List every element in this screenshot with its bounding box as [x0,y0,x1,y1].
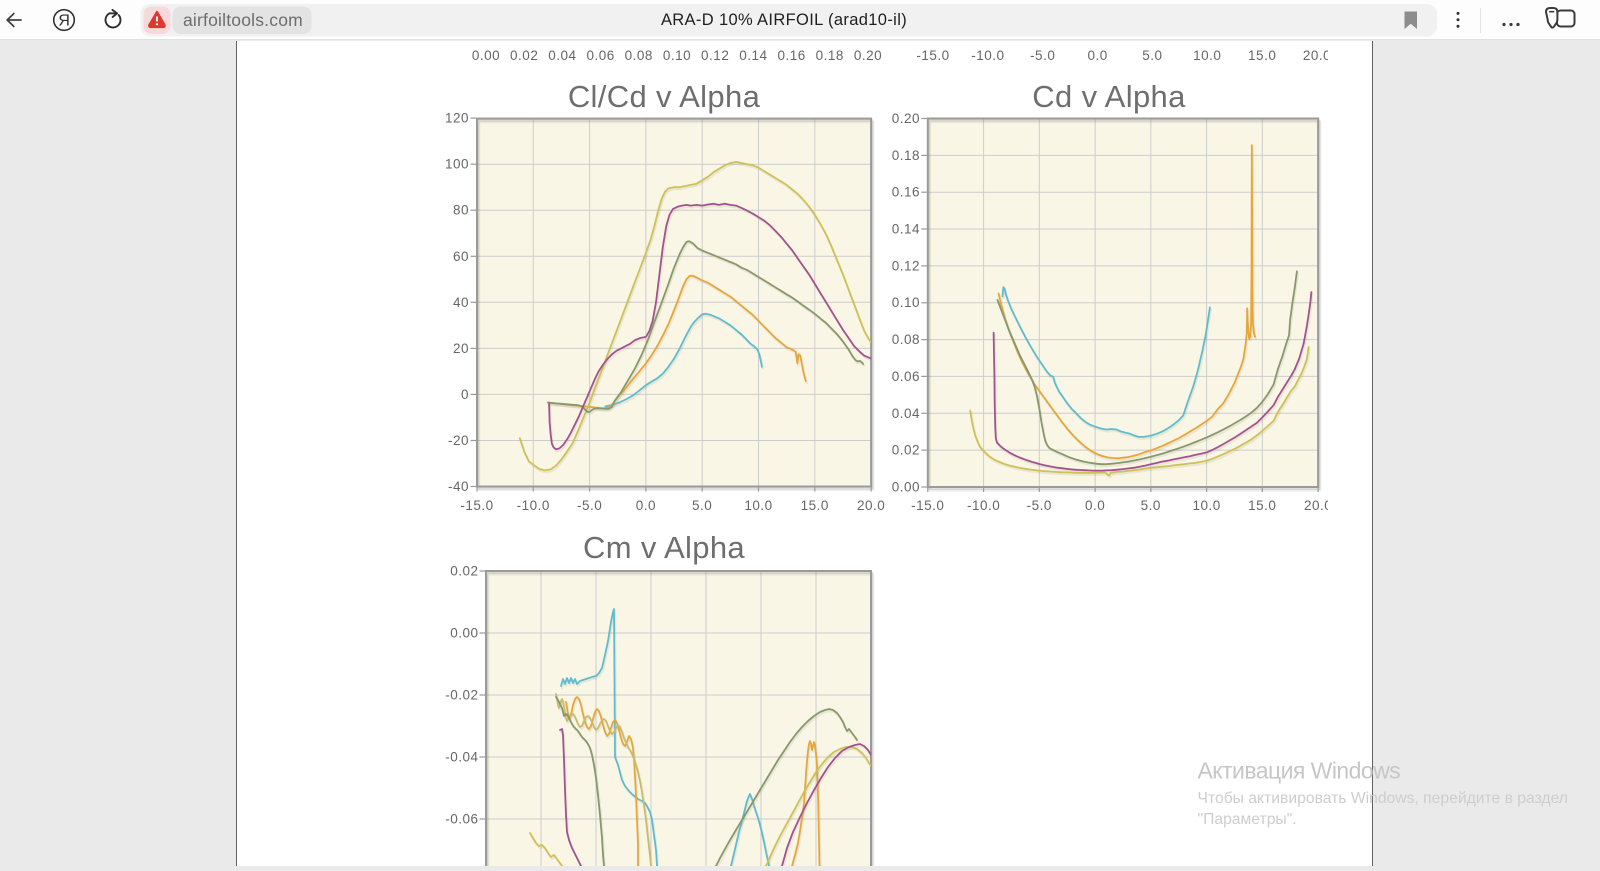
svg-text:Чтобы активировать Windows, пе: Чтобы активировать Windows, перейдите в … [1198,790,1568,807]
svg-text:-0.02: -0.02 [445,688,478,703]
svg-text:0.18: 0.18 [816,48,844,63]
svg-text:40: 40 [453,295,469,310]
svg-text:0.08: 0.08 [892,332,920,347]
svg-text:0.04: 0.04 [548,48,576,63]
svg-text:-10.0: -10.0 [971,48,1004,63]
svg-text:0.06: 0.06 [586,48,614,63]
svg-text:0.18: 0.18 [892,148,920,163]
svg-text:10.0: 10.0 [744,498,772,513]
svg-text:Cl/Cd v Alpha: Cl/Cd v Alpha [568,79,761,114]
svg-text:0.16: 0.16 [777,48,805,63]
svg-text:0.02: 0.02 [892,443,920,458]
svg-text:-5.0: -5.0 [1030,48,1055,63]
svg-text:15.0: 15.0 [1248,48,1276,63]
svg-text:5.0: 5.0 [692,498,712,513]
svg-text:15.0: 15.0 [1248,498,1276,513]
svg-text:10.0: 10.0 [1192,498,1220,513]
svg-text:10.0: 10.0 [1193,48,1221,63]
svg-text:0.12: 0.12 [892,258,920,273]
svg-text:0.14: 0.14 [892,222,920,237]
svg-text:-15.0: -15.0 [460,498,493,513]
svg-text:120: 120 [445,111,469,126]
svg-text:0.16: 0.16 [892,185,920,200]
svg-text:0.14: 0.14 [739,48,767,63]
svg-text:-5.0: -5.0 [1027,498,1052,513]
svg-text:5.0: 5.0 [1141,498,1161,513]
svg-text:0: 0 [461,387,469,402]
svg-text:-10.0: -10.0 [967,498,1000,513]
svg-text:-15.0: -15.0 [916,48,949,63]
svg-text:5.0: 5.0 [1142,48,1162,63]
svg-text:0.00: 0.00 [892,480,920,495]
svg-text:0.06: 0.06 [892,369,920,384]
svg-text:Я: Я [58,13,70,30]
svg-text:0.10: 0.10 [663,48,691,63]
svg-text:100: 100 [445,157,469,172]
svg-text:60: 60 [453,249,469,264]
svg-text:20.0: 20.0 [1304,498,1332,513]
svg-text:20.0: 20.0 [857,498,885,513]
svg-text:20: 20 [453,341,469,356]
svg-text:80: 80 [453,203,469,218]
svg-text:Cm v Alpha: Cm v Alpha [583,530,745,565]
svg-text:0.12: 0.12 [701,48,729,63]
svg-text:airfoiltools.com: airfoiltools.com [183,10,303,30]
svg-text:0.08: 0.08 [625,48,653,63]
svg-text:-0.06: -0.06 [445,812,478,827]
svg-text:0.20: 0.20 [892,111,920,126]
svg-text:Активация Windows: Активация Windows [1198,758,1401,784]
svg-text:-20: -20 [448,433,469,448]
svg-text:-5.0: -5.0 [577,498,602,513]
svg-text:0.00: 0.00 [450,626,478,641]
svg-text:0.20: 0.20 [854,48,882,63]
svg-text:ARA-D 10% AIRFOIL (arad10-il): ARA-D 10% AIRFOIL (arad10-il) [661,11,907,29]
svg-text:15.0: 15.0 [801,498,829,513]
svg-text:0.10: 0.10 [892,295,920,310]
svg-text:-15.0: -15.0 [911,498,944,513]
svg-text:Cd v Alpha: Cd v Alpha [1032,79,1186,114]
svg-text:0.0: 0.0 [636,498,656,513]
svg-text:0.00: 0.00 [472,48,500,63]
svg-text:0.0: 0.0 [1085,498,1105,513]
svg-text:0.02: 0.02 [510,48,538,63]
svg-text:-40: -40 [448,479,469,494]
svg-text:0.02: 0.02 [450,564,478,579]
svg-text:0.04: 0.04 [892,406,920,421]
svg-text:20.0: 20.0 [1303,48,1331,63]
svg-text:0.0: 0.0 [1087,48,1107,63]
svg-text:-0.04: -0.04 [445,750,478,765]
svg-text:"Параметры".: "Параметры". [1198,811,1297,828]
svg-text:-10.0: -10.0 [517,498,550,513]
